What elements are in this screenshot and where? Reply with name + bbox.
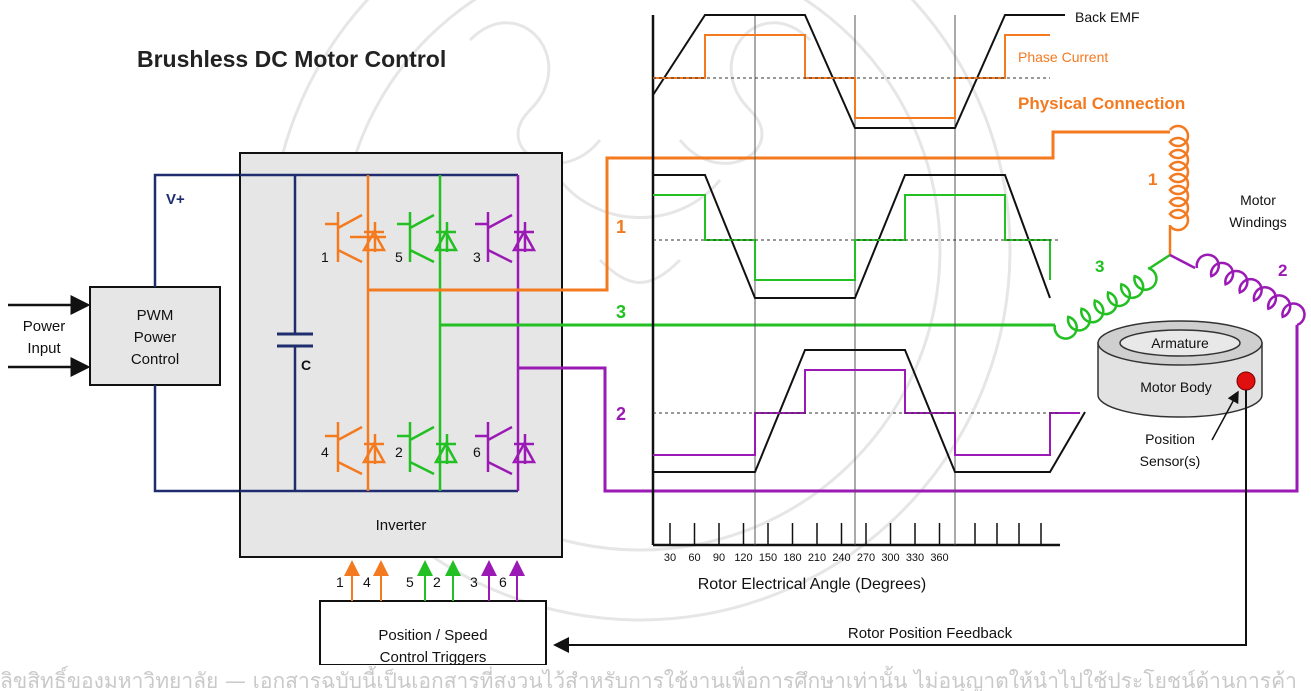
motor-body-label: Motor Body [1140,379,1212,395]
diagram-title: Brushless DC Motor Control [137,46,446,72]
phase-label-2: 2 [616,404,626,424]
angle-tick-label-180: 180 [783,552,801,564]
angle-tick-label-90: 90 [713,552,725,564]
sensor-label-1: Position [1145,431,1195,447]
x-axis-label: Rotor Electrical Angle (Degrees) [698,576,927,593]
switch-number-2: 2 [395,444,403,460]
sensor-label-2: Sensor(s) [1140,453,1201,469]
legend-back-emf: Back EMF [1075,9,1140,25]
angle-tick-label-60: 60 [688,552,700,564]
switch-number-1: 1 [321,249,329,265]
phase-2-wire [518,325,1299,493]
motor-body [1097,320,1263,418]
pwm-power-control-box [89,286,221,386]
controller-box [319,600,547,665]
winding-number-3: 3 [1095,257,1104,276]
trigger-number-6: 6 [499,574,507,590]
trigger-number-5: 5 [406,574,414,590]
trigger-arrows [344,560,525,601]
phase-3-leg [397,175,459,491]
trigger-number-1: 1 [336,574,344,590]
feedback-label: Rotor Position Feedback [848,625,1013,642]
sensor-pointer-arrow [1211,390,1239,441]
pwm-label-3: Control [131,351,179,368]
phase-label-1: 1 [616,217,626,237]
angle-tick-label-150: 150 [759,552,777,564]
vplus-label: V+ [166,191,185,208]
pwm-label-1: PWM [137,307,174,324]
angle-tick-labels: 30 60 90 120 150 180 210 240 270 300 330 360 [664,552,949,564]
motor-windings-label-1: Motor [1240,192,1276,208]
bldc-diagram: Brushless DC Motor Control Power Input P… [8,0,1306,665]
trigger-number-4: 4 [363,574,371,590]
phase-1-back-emf [652,14,1060,129]
angle-tick-marks [669,523,1042,545]
phase-1-current [653,34,1050,119]
capacitor-icon [277,332,313,348]
phase-2-leg [475,175,537,491]
armature-ring [1119,329,1241,357]
angle-tick-label-210: 210 [808,552,826,564]
power-input-label-1: Power [23,318,66,335]
inverter-label: Inverter [376,517,427,534]
trigger-number-2: 2 [433,574,441,590]
angle-tick-label-300: 300 [881,552,899,564]
phase-1-wire [368,130,1170,292]
angle-tick-label-270: 270 [857,552,875,564]
trigger-number-3: 3 [470,574,478,590]
legend-phase-current: Phase Current [1018,49,1108,65]
phase-1-leg [325,175,387,491]
armature-label: Armature [1151,335,1209,351]
switch-number-4: 4 [321,444,329,460]
pwm-label-2: Power [134,329,177,346]
switch-number-3: 3 [473,249,481,265]
rotor-feedback-line [553,390,1247,653]
phase-3-current [653,194,1051,281]
power-input-label-2: Input [27,340,61,357]
phase-2-current [653,369,1080,456]
waveform-plot: 30 60 90 120 150 180 210 240 270 300 330 360 Rotor … [651,14,1086,593]
switch-number-6: 6 [473,444,481,460]
angle-tick-label-30: 30 [664,552,676,564]
angle-tick-label-330: 330 [906,552,924,564]
controller-label-2: Control Triggers [380,649,487,665]
capacitor-label: C [301,357,311,373]
position-sensor-icon [1236,371,1256,391]
thai-watermark-text: ลิขสิทธิ์ของมหาวิทยาลัย — เอกสารฉบับนี้เ… [0,669,1297,691]
angle-tick-label-120: 120 [734,552,752,564]
phase-3-back-emf [653,174,1051,299]
angle-tick-label-360: 360 [930,552,948,564]
inverter-box [239,152,563,558]
motor-windings-label-2: Windings [1229,214,1287,230]
phase-label-3: 3 [616,302,626,322]
motor-windings [1053,124,1306,340]
winding-number-2: 2 [1278,261,1287,280]
legend-physical-connection: Physical Connection [1018,94,1185,113]
switch-number-5: 5 [395,249,403,265]
angle-tick-label-240: 240 [832,552,850,564]
phase-2-back-emf [653,349,1086,473]
controller-label-1: Position / Speed [378,627,487,644]
winding-number-1: 1 [1148,170,1157,189]
